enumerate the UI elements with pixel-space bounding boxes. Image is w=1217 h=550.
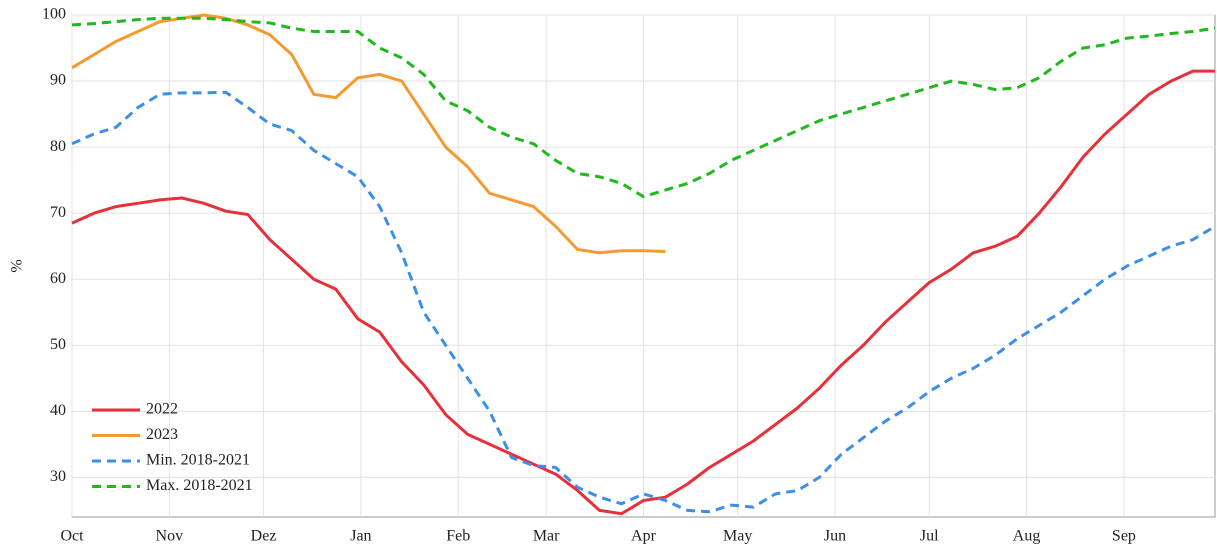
x-tick-label: Oct [60,528,84,545]
y-tick-label: 50 [50,336,66,353]
x-tick-label: Aug [1013,528,1041,545]
series-line [71,16,1216,199]
y-tick-label: 100 [42,6,66,23]
series-line [71,90,1216,514]
x-tick-label: Mar [533,528,560,545]
legend-label: 2022 [146,401,178,418]
series-line [71,69,1215,516]
x-tick-label: Feb [446,528,470,545]
x-tick-label: Dez [251,528,277,545]
x-tick-label: Apr [631,528,657,545]
legend-label: Max. 2018-2021 [146,477,253,494]
y-tick-label: 80 [50,138,66,155]
x-tick-label: Sep [1112,528,1136,545]
x-tick-label: Jan [350,528,371,545]
x-tick-label: Jun [824,528,846,545]
legend-label: 2023 [146,426,178,443]
y-axis-label: % [9,259,26,272]
y-tick-label: 90 [50,72,66,89]
x-tick-label: Jul [920,528,939,545]
y-tick-label: 40 [50,402,66,419]
x-tick-label: May [723,528,752,545]
y-tick-label: 60 [50,270,66,287]
x-tick-label: Nov [156,528,184,545]
series-line [71,13,666,255]
y-tick-label: 70 [50,204,66,221]
y-tick-label: 30 [50,468,66,485]
legend-label: Min. 2018-2021 [146,452,250,469]
